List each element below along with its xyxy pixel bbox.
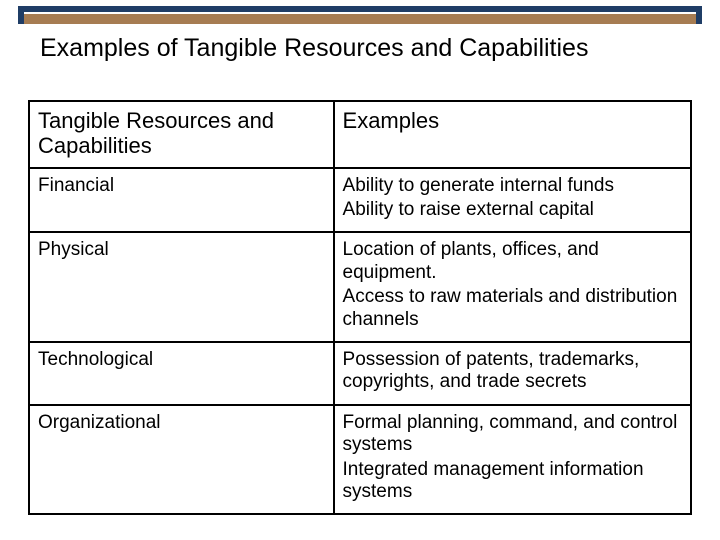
example-line: Access to raw materials and distribution… [343,286,682,331]
accent-bar [24,14,696,24]
row-examples: Possession of patents, trademarks, copyr… [334,342,691,405]
row-label: Physical [29,232,334,342]
table-row: Physical Location of plants, offices, an… [29,232,691,342]
table-row: Technological Possession of patents, tra… [29,342,691,405]
row-examples: Location of plants, offices, and equipme… [334,232,691,342]
row-label: Financial [29,168,334,233]
col-header-examples: Examples [334,101,691,168]
slide: Examples of Tangible Resources and Capab… [0,0,720,540]
example-line: Integrated management information system… [343,459,682,504]
table-container: Tangible Resources and Capabilities Exam… [28,100,692,515]
row-examples: Ability to generate internal funds Abili… [334,168,691,233]
example-line: Location of plants, offices, and equipme… [343,239,682,284]
table-header-row: Tangible Resources and Capabilities Exam… [29,101,691,168]
example-line: Possession of patents, trademarks, copyr… [343,349,682,394]
row-examples: Formal planning, command, and control sy… [334,405,691,515]
row-label: Technological [29,342,334,405]
example-line: Ability to raise external capital [343,199,682,221]
table-row: Financial Ability to generate internal f… [29,168,691,233]
col-header-resources: Tangible Resources and Capabilities [29,101,334,168]
table-row: Organizational Formal planning, command,… [29,405,691,515]
example-line: Formal planning, command, and control sy… [343,412,682,457]
row-label: Organizational [29,405,334,515]
slide-title: Examples of Tangible Resources and Capab… [40,34,690,63]
example-line: Ability to generate internal funds [343,175,682,197]
resources-table: Tangible Resources and Capabilities Exam… [28,100,692,515]
